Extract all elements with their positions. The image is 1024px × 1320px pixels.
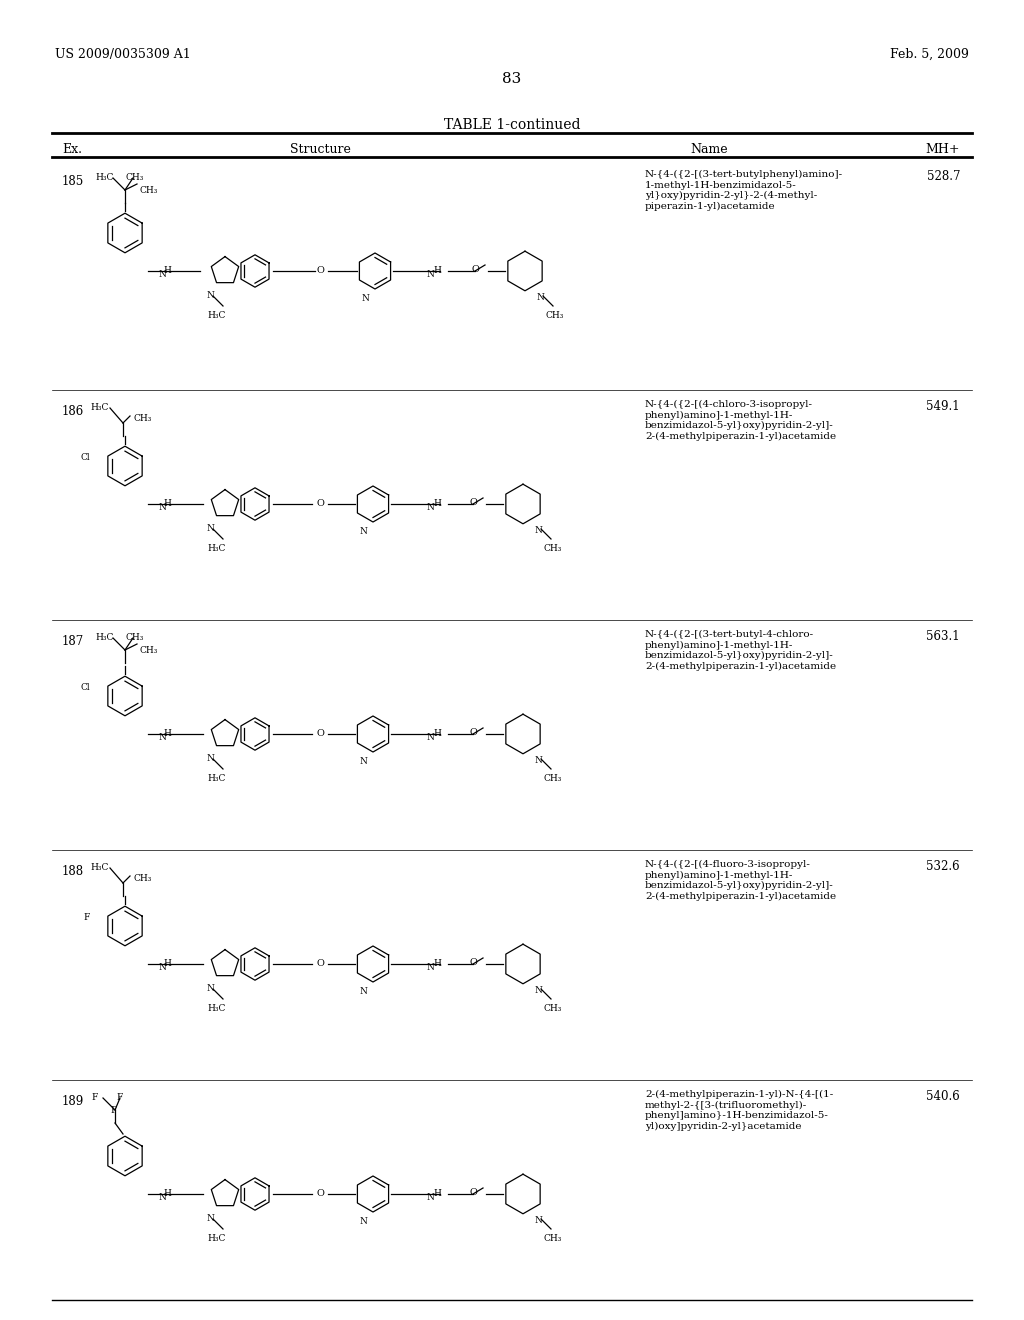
Text: N-{4-({2-[(3-tert-butylphenyl)amino]-
1-methyl-1H-benzimidazol-5-
yl}oxy)pyridin: N-{4-({2-[(3-tert-butylphenyl)amino]- 1-… [645, 170, 843, 211]
Text: H: H [433, 499, 441, 508]
Text: O: O [469, 1188, 477, 1197]
Text: 532.6: 532.6 [927, 861, 961, 873]
Text: N: N [158, 964, 166, 972]
Text: N: N [206, 524, 214, 533]
Text: O: O [316, 1189, 324, 1199]
Text: 83: 83 [503, 73, 521, 86]
Text: CH₃: CH₃ [140, 186, 159, 195]
Text: H₃C: H₃C [96, 634, 115, 642]
Text: H: H [433, 960, 441, 968]
Text: N: N [206, 290, 214, 300]
Text: Feb. 5, 2009: Feb. 5, 2009 [890, 48, 969, 61]
Text: 185: 185 [62, 176, 84, 187]
Text: 186: 186 [62, 405, 84, 418]
Text: N: N [535, 525, 542, 535]
Text: O: O [469, 729, 477, 737]
Text: N: N [426, 733, 434, 742]
Text: Ex.: Ex. [62, 143, 82, 156]
Text: N: N [536, 293, 544, 302]
Text: CH₃: CH₃ [544, 1005, 562, 1012]
Text: H₃C: H₃C [208, 544, 226, 553]
Text: Structure: Structure [290, 143, 350, 156]
Text: Name: Name [690, 143, 728, 156]
Text: CH₃: CH₃ [133, 414, 152, 422]
Text: 188: 188 [62, 865, 84, 878]
Text: O: O [471, 265, 479, 275]
Text: N: N [206, 754, 214, 763]
Text: CH₃: CH₃ [140, 645, 159, 655]
Text: H: H [433, 267, 441, 275]
Text: 189: 189 [62, 1096, 84, 1107]
Text: N: N [158, 503, 166, 512]
Text: CH₃: CH₃ [133, 874, 152, 883]
Text: O: O [316, 267, 324, 275]
Text: H: H [433, 1189, 441, 1199]
Text: O: O [316, 499, 324, 508]
Text: N: N [359, 1217, 367, 1226]
Text: O: O [316, 960, 324, 968]
Text: N: N [535, 756, 542, 766]
Text: 187: 187 [62, 635, 84, 648]
Text: CH₃: CH₃ [126, 173, 144, 182]
Text: CH₃: CH₃ [126, 634, 144, 642]
Text: N: N [158, 271, 166, 279]
Text: H₃C: H₃C [91, 863, 110, 873]
Text: N-{4-({2-[(4-fluoro-3-isopropyl-
phenyl)amino]-1-methyl-1H-
benzimidazol-5-yl}ox: N-{4-({2-[(4-fluoro-3-isopropyl- phenyl)… [645, 861, 837, 900]
Text: H₃C: H₃C [91, 403, 110, 412]
Text: N: N [426, 964, 434, 972]
Text: CH₃: CH₃ [544, 544, 562, 553]
Text: N: N [359, 527, 367, 536]
Text: 2-(4-methylpiperazin-1-yl)-N-{4-[(1-
methyl-2-{[3-(trifluoromethyl)-
phenyl]amin: 2-(4-methylpiperazin-1-yl)-N-{4-[(1- met… [645, 1090, 834, 1131]
Text: F: F [92, 1093, 98, 1102]
Text: N: N [206, 1214, 214, 1224]
Text: 528.7: 528.7 [927, 170, 961, 183]
Text: N: N [359, 756, 367, 766]
Text: H₃C: H₃C [208, 1005, 226, 1012]
Text: N: N [361, 294, 369, 304]
Text: 563.1: 563.1 [927, 630, 961, 643]
Text: F: F [117, 1093, 123, 1102]
Text: N: N [158, 1193, 166, 1203]
Text: H₃C: H₃C [208, 774, 226, 783]
Text: Cl: Cl [80, 682, 90, 692]
Text: O: O [469, 958, 477, 968]
Text: H₃C: H₃C [208, 312, 226, 319]
Text: N-{4-({2-[(4-chloro-3-isopropyl-
phenyl)amino]-1-methyl-1H-
benzimidazol-5-yl}ox: N-{4-({2-[(4-chloro-3-isopropyl- phenyl)… [645, 400, 837, 441]
Text: N: N [158, 733, 166, 742]
Text: H: H [163, 1189, 171, 1199]
Text: CH₃: CH₃ [546, 312, 564, 319]
Text: CH₃: CH₃ [544, 1234, 562, 1243]
Text: H₃C: H₃C [208, 1234, 226, 1243]
Text: TABLE 1-continued: TABLE 1-continued [443, 117, 581, 132]
Text: CH₃: CH₃ [544, 774, 562, 783]
Text: N: N [426, 1193, 434, 1203]
Text: Cl: Cl [80, 453, 90, 462]
Text: N: N [359, 987, 367, 997]
Text: H: H [433, 729, 441, 738]
Text: H: H [163, 267, 171, 275]
Text: F: F [110, 1106, 117, 1115]
Text: H: H [163, 499, 171, 508]
Text: F: F [84, 913, 90, 921]
Text: 549.1: 549.1 [927, 400, 961, 413]
Text: N: N [535, 986, 542, 995]
Text: MH+: MH+ [926, 143, 961, 156]
Text: O: O [469, 498, 477, 507]
Text: H: H [163, 960, 171, 968]
Text: N-{4-({2-[(3-tert-butyl-4-chloro-
phenyl)amino]-1-methyl-1H-
benzimidazol-5-yl}o: N-{4-({2-[(3-tert-butyl-4-chloro- phenyl… [645, 630, 837, 671]
Text: US 2009/0035309 A1: US 2009/0035309 A1 [55, 48, 190, 61]
Text: H: H [163, 729, 171, 738]
Text: N: N [535, 1216, 542, 1225]
Text: N: N [206, 983, 214, 993]
Text: H₃C: H₃C [96, 173, 115, 182]
Text: N: N [426, 271, 434, 279]
Text: N: N [426, 503, 434, 512]
Text: 540.6: 540.6 [927, 1090, 961, 1104]
Text: O: O [316, 729, 324, 738]
